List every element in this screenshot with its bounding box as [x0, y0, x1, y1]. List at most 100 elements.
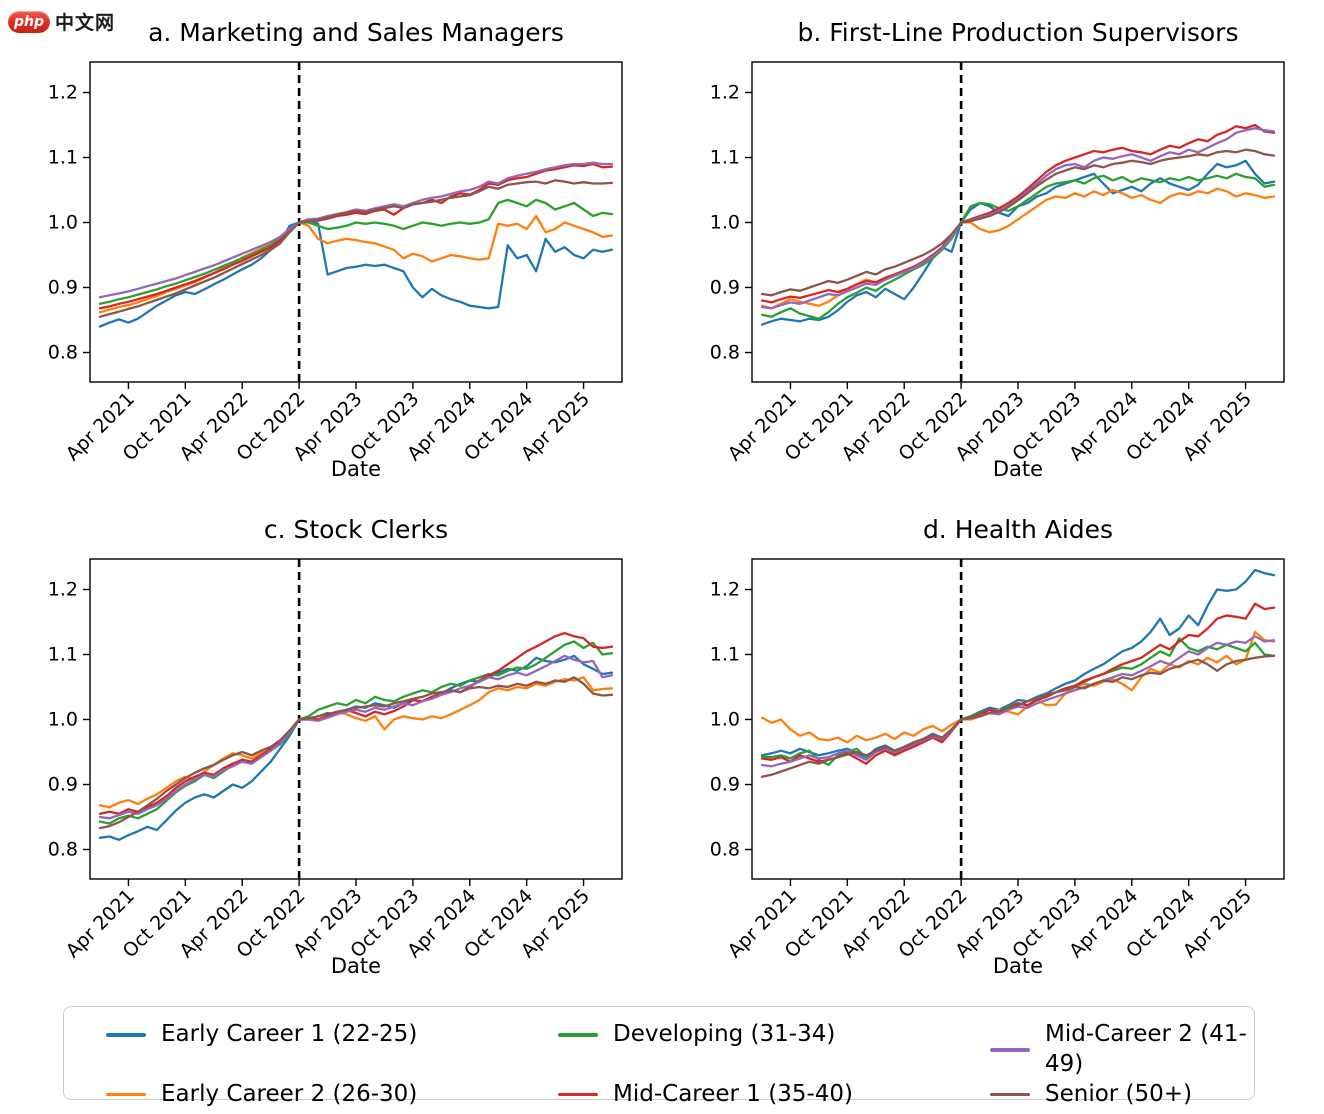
series-line — [98, 214, 614, 314]
series-line — [760, 159, 1276, 326]
y-axis: 0.8 0.9 1.0 1.1 1.2 — [710, 579, 752, 861]
y-tick-label: 0.9 — [710, 277, 740, 299]
x-axis-title: Date — [993, 457, 1043, 481]
panel-plot-area: 0.8 0.9 1.0 1.1 1.2 Apr 2021 Oct 2021 Apr 2022 O… — [662, 6, 1324, 503]
legend-label: Mid-Career 1 (35-40) — [613, 1080, 854, 1107]
series-line — [98, 179, 614, 318]
y-tick-label: 0.8 — [710, 839, 740, 861]
panel-marketing-sales-managers: a. Marketing and Sales Managers 0.8 0.9 1.… — [0, 6, 662, 503]
series-line — [760, 148, 1276, 297]
series-line — [760, 635, 1276, 768]
legend-label: Developing (31-34) — [613, 1021, 836, 1047]
y-tick-label: 0.8 — [48, 839, 78, 861]
series-line — [760, 123, 1276, 304]
legend-label: Senior (50+) — [1045, 1080, 1193, 1107]
series-line — [760, 172, 1276, 320]
legend-item-early-career-1: Early Career 1 (22-25) — [106, 1020, 558, 1050]
legend-line-swatch — [990, 1048, 1030, 1052]
legend-column: Developing (31-34) Mid-Career 1 (35-40) — [558, 1020, 990, 1110]
y-tick-label: 0.8 — [710, 342, 740, 364]
y-tick-label: 1.1 — [710, 644, 740, 666]
series-line — [760, 602, 1276, 765]
legend-line-swatch — [106, 1033, 146, 1037]
y-tick-label: 1.0 — [48, 709, 78, 731]
php-logo-text: php — [13, 13, 44, 30]
legend-column: Early Career 1 (22-25) Early Career 2 (2… — [106, 1020, 558, 1110]
legend-label: Early Career 1 (22-25) — [161, 1021, 418, 1047]
y-tick-label: 1.2 — [710, 82, 740, 104]
legend-item-early-career-2: Early Career 2 (26-30) — [106, 1080, 558, 1110]
plot-frame — [751, 558, 1285, 880]
series-line — [98, 161, 614, 299]
legend: Early Career 1 (22-25) Early Career 2 (2… — [63, 1006, 1255, 1107]
php-logo-icon: php — [8, 10, 50, 33]
y-tick-label: 0.9 — [48, 774, 78, 796]
panel-stock-clerks: c. Stock Clerks 0.8 0.9 1.0 1.1 1.2 Apr 2021 O… — [0, 503, 662, 1000]
legend-line-swatch — [106, 1092, 146, 1097]
series-line — [98, 162, 614, 310]
x-axis-title: Date — [331, 954, 381, 978]
legend-line-swatch — [558, 1092, 598, 1097]
y-axis: 0.8 0.9 1.0 1.1 1.2 — [48, 579, 90, 861]
series-lines — [760, 123, 1276, 326]
series-line — [98, 654, 614, 841]
panel-health-aides: d. Health Aides 0.8 0.9 1.0 1.1 1.2 Apr 2021 O… — [662, 503, 1324, 1000]
legend-label: Mid-Career 2 (41-49) — [1045, 1021, 1247, 1077]
series-lines — [98, 631, 614, 841]
y-tick-label: 1.2 — [710, 579, 740, 601]
y-tick-label: 1.0 — [710, 709, 740, 731]
series-line — [98, 631, 614, 815]
panel-title: c. Stock Clerks — [263, 515, 449, 544]
panel-plot-area: 0.8 0.9 1.0 1.1 1.2 Apr 2021 Oct 2021 Apr 2022 O… — [0, 6, 662, 503]
y-tick-label: 0.8 — [48, 342, 78, 364]
panel-title: a. Marketing and Sales Managers — [148, 18, 564, 47]
series-line — [98, 218, 614, 328]
x-axis-title: Date — [331, 457, 381, 481]
legend-line-swatch — [558, 1033, 598, 1037]
y-tick-label: 1.0 — [48, 212, 78, 234]
y-tick-label: 1.1 — [710, 147, 740, 169]
y-tick-label: 1.1 — [48, 644, 78, 666]
series-lines — [760, 568, 1276, 778]
y-tick-label: 1.2 — [48, 82, 78, 104]
watermark-site-name: 中文网 — [55, 12, 116, 34]
series-line — [760, 630, 1276, 744]
legend-item-developing: Developing (31-34) — [558, 1020, 990, 1050]
series-line — [98, 676, 614, 830]
series-line — [760, 637, 1276, 767]
panel-production-supervisors: b. First-Line Production Supervisors 0.8… — [662, 6, 1324, 503]
series-line — [98, 654, 614, 820]
legend-label: Early Career 2 (26-30) — [161, 1080, 418, 1107]
y-tick-label: 1.1 — [48, 147, 78, 169]
y-axis: 0.8 0.9 1.0 1.1 1.2 — [710, 82, 752, 364]
y-tick-label: 0.9 — [710, 774, 740, 796]
series-line — [98, 640, 614, 825]
legend-column: Mid-Career 2 (41-49) Senior (50+) — [990, 1020, 1254, 1110]
series-line — [98, 198, 614, 305]
legend-line-swatch — [990, 1092, 1030, 1097]
y-tick-label: 1.0 — [710, 212, 740, 234]
panel-plot-area: 0.8 0.9 1.0 1.1 1.2 Apr 2021 Oct 2021 Apr 2022 O… — [662, 503, 1324, 1000]
plot-frame — [751, 61, 1285, 383]
panel-title: b. First-Line Production Supervisors — [797, 18, 1239, 47]
y-axis: 0.8 0.9 1.0 1.1 1.2 — [48, 82, 90, 364]
site-watermark: php 中文网 — [8, 8, 115, 35]
series-line — [760, 654, 1276, 778]
x-axis-title: Date — [993, 954, 1043, 978]
legend-item-mid-career-2: Mid-Career 2 (41-49) — [990, 1020, 1254, 1080]
series-lines — [98, 161, 614, 328]
legend-item-senior: Senior (50+) — [990, 1080, 1254, 1110]
panel-plot-area: 0.8 0.9 1.0 1.1 1.2 Apr 2021 Oct 2021 Apr 2022 O… — [0, 503, 662, 1000]
figure-grid: a. Marketing and Sales Managers 0.8 0.9 1.… — [0, 6, 1324, 1000]
y-tick-label: 1.2 — [48, 579, 78, 601]
panel-title: d. Health Aides — [922, 515, 1114, 544]
legend-item-mid-career-1: Mid-Career 1 (35-40) — [558, 1080, 990, 1110]
